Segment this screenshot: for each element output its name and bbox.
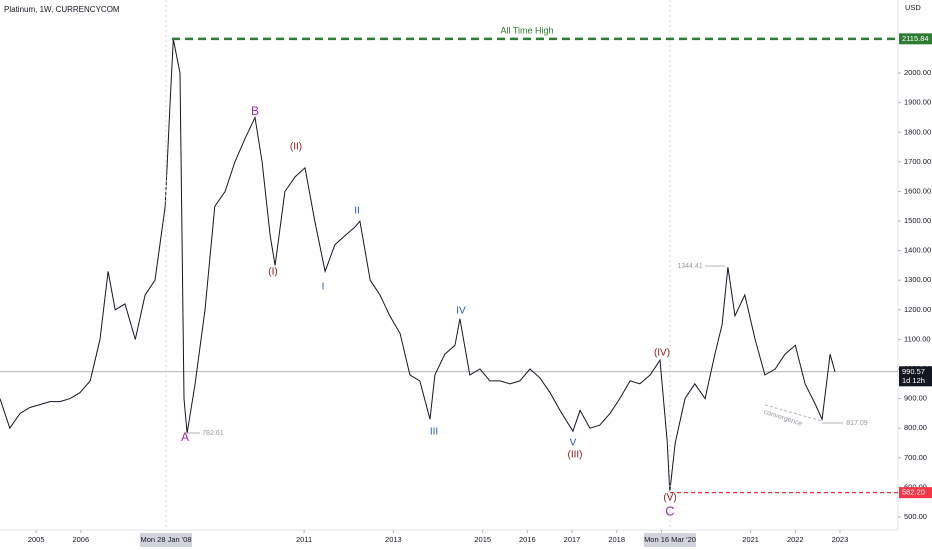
x-tick-label: 2013 — [385, 535, 402, 544]
annotation: (IV) — [654, 348, 670, 359]
level-tag — [899, 487, 932, 499]
y-tick-label: 700.00 — [904, 453, 927, 462]
x-tick-label: 2021 — [742, 535, 759, 544]
annotation: A — [181, 430, 189, 444]
y-tick-label: 900.00 — [904, 394, 927, 403]
x-tick-label: 2015 — [474, 535, 491, 544]
annotation: (I) — [268, 267, 277, 278]
annotation: II — [354, 206, 360, 217]
annotation: B — [251, 104, 259, 118]
annotation: 1344.41 — [677, 263, 702, 270]
x-tick-label: 2005 — [28, 535, 45, 544]
annotation: All Time High — [500, 25, 553, 35]
chart-title: Platinum, 1W, CURRENCYCOM — [4, 5, 120, 14]
level-label: 582.20 — [902, 488, 925, 497]
x-tick-label: 2006 — [72, 535, 89, 544]
y-tick-label: 1300.00 — [904, 275, 931, 284]
y-tick-label: 800.00 — [904, 423, 927, 432]
level-label: 2115.84 — [902, 34, 929, 43]
y-tick-label: 1700.00 — [904, 157, 931, 166]
annotation: convergence — [763, 409, 803, 428]
y-tick-label: 500.00 — [904, 512, 927, 521]
annotation: IV — [456, 306, 466, 317]
x-tick-label: 2018 — [608, 535, 625, 544]
level-label: 990.57 — [902, 367, 925, 376]
y-tick-label: 1900.00 — [904, 98, 931, 107]
annotation: C — [665, 503, 674, 518]
annotation: III — [430, 427, 438, 438]
y-tick-label: 600.00 — [904, 482, 927, 491]
y-tick-label: 1500.00 — [904, 216, 931, 225]
level-tag — [899, 366, 932, 387]
y-tick-label: 1400.00 — [904, 246, 931, 255]
y-tick-label: 1200.00 — [904, 305, 931, 314]
countdown-label: 1d 12h — [902, 376, 925, 385]
x-tick-label: 2022 — [787, 535, 804, 544]
annotation: V — [570, 438, 577, 449]
y-tick-label: 1800.00 — [904, 127, 931, 136]
level-tag — [899, 33, 932, 45]
date-marker-label: Mon 16 Mar '20 — [644, 535, 696, 544]
annotation: I — [322, 282, 325, 293]
y-tick-label: 1600.00 — [904, 186, 931, 195]
y-tick-label: 1100.00 — [904, 334, 931, 343]
annotation: (III) — [568, 450, 583, 461]
x-tick-label: 2017 — [564, 535, 581, 544]
annotation: 817.09 — [846, 420, 868, 427]
x-tick-label: 2011 — [296, 535, 312, 544]
currency-label: USD — [905, 3, 921, 12]
date-marker-tag — [644, 533, 696, 547]
date-marker-tag — [140, 533, 192, 547]
y-tick-label: 2000.00 — [904, 68, 931, 77]
x-tick-label: 2016 — [519, 535, 536, 544]
annotation: (II) — [290, 142, 302, 153]
price-line — [0, 39, 836, 492]
annotation: (V) — [663, 493, 676, 504]
annotation: 782.61 — [202, 430, 224, 437]
x-tick-label: 2023 — [832, 535, 849, 544]
date-marker-label: Mon 28 Jan '08 — [140, 535, 191, 544]
